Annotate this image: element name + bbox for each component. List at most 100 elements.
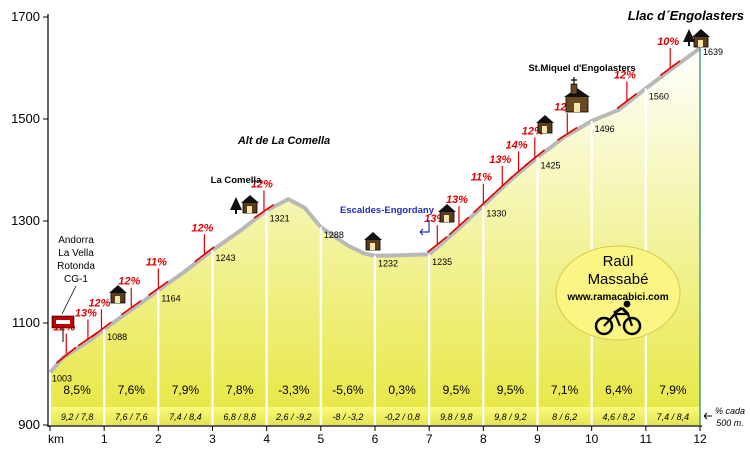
house-door bbox=[115, 296, 120, 303]
cyclist-front-wheel bbox=[622, 316, 642, 336]
km-gradient-label: 9,5% bbox=[443, 383, 471, 397]
half-km-gradient-label: 2,6 / -9,2 bbox=[275, 412, 312, 422]
x-tick-label: 2 bbox=[155, 432, 162, 446]
km-altitude-label: 1164 bbox=[161, 293, 180, 303]
km-gradient-label: 7,9% bbox=[659, 383, 687, 397]
st-miquel-label: St.Miquel d'Engolasters bbox=[528, 63, 635, 74]
half-km-gradient-label: 8 / 6,2 bbox=[552, 412, 577, 422]
half-km-gradient-label: 7,6 / 7,6 bbox=[115, 412, 148, 422]
half-km-note-line-2: 500 m. bbox=[716, 418, 744, 428]
steep-segment bbox=[91, 321, 112, 338]
steep-segment bbox=[194, 246, 215, 263]
house-roof bbox=[109, 285, 127, 293]
x-tick-label: 6 bbox=[372, 432, 379, 446]
alt-comella-label: Alt de La Comella bbox=[237, 135, 330, 147]
house-roof bbox=[438, 204, 456, 212]
half-km-gradient-label: 9,2 / 7,8 bbox=[61, 412, 94, 422]
tree-crown bbox=[230, 197, 242, 210]
y-tick-label: 900 bbox=[18, 417, 40, 432]
km-gradient-label: 7,9% bbox=[172, 383, 200, 397]
roundabout-inner bbox=[56, 320, 70, 324]
steep-segment bbox=[524, 149, 546, 167]
cyclist-head bbox=[623, 300, 631, 308]
steep-label: 14% bbox=[506, 139, 528, 151]
steep-segment bbox=[253, 203, 275, 219]
house-icon bbox=[692, 29, 710, 48]
house-roof bbox=[364, 232, 382, 240]
cyclist-rear-wheel bbox=[594, 316, 614, 336]
escaldes-arrow-icon bbox=[419, 220, 430, 236]
x-tick-label: 1 bbox=[101, 432, 108, 446]
x-axis-label: km bbox=[48, 432, 64, 446]
tree-icon bbox=[230, 197, 242, 214]
house-door bbox=[370, 243, 375, 250]
km-altitude-label: 1088 bbox=[107, 332, 127, 342]
km-altitude-label: 1321 bbox=[270, 213, 290, 223]
y-tick-label: 1300 bbox=[11, 213, 40, 228]
x-tick-label: 12 bbox=[693, 432, 707, 446]
steep-label: 12% bbox=[191, 222, 213, 234]
church-door bbox=[574, 103, 580, 112]
km-altitude-label: 1560 bbox=[649, 91, 669, 101]
km-altitude-label: 1232 bbox=[378, 259, 398, 269]
steep-segment bbox=[659, 60, 681, 77]
steep-label: 13% bbox=[75, 308, 97, 320]
steep-label: 12% bbox=[251, 178, 273, 190]
steep-label: 12% bbox=[88, 297, 110, 309]
roundabout-icon bbox=[51, 315, 75, 342]
steep-label: 11% bbox=[471, 172, 492, 184]
andorra-label-line: La Vella bbox=[58, 248, 94, 259]
km-altitude-label: 1496 bbox=[595, 124, 615, 134]
andorra-label-line: Andorra bbox=[58, 235, 94, 246]
credit-badge bbox=[555, 245, 681, 341]
x-tick-label: 9 bbox=[534, 432, 541, 446]
house-icon bbox=[241, 195, 259, 214]
house-icon bbox=[438, 204, 456, 223]
andorra-label-line: Rotonda bbox=[57, 261, 95, 272]
church-icon bbox=[564, 77, 590, 113]
steep-segment bbox=[55, 346, 77, 364]
km-altitude-label: 1425 bbox=[541, 160, 561, 170]
profile-outline bbox=[48, 46, 702, 374]
half-km-gradient-label: 7,4 / 8,4 bbox=[169, 412, 202, 422]
church-tower bbox=[570, 83, 578, 95]
km-gradient-label: 6,4% bbox=[605, 383, 633, 397]
x-tick-label: 11 bbox=[640, 432, 653, 446]
house-door bbox=[698, 40, 703, 47]
cyclist-icon bbox=[594, 300, 642, 336]
steep-label: 13% bbox=[489, 154, 511, 166]
km-gradient-label: 9,5% bbox=[497, 383, 525, 397]
steep-label: 11% bbox=[146, 256, 167, 268]
house-door bbox=[247, 206, 252, 213]
x-tick-label: 8 bbox=[480, 432, 487, 446]
x-tick-label: 10 bbox=[585, 432, 599, 446]
steep-segment bbox=[557, 126, 578, 141]
half-km-gradient-label: 4,6 / 8,2 bbox=[602, 412, 635, 422]
y-tick-label: 1100 bbox=[12, 315, 40, 330]
tree-crown bbox=[683, 29, 695, 42]
credit-surname: Massabé bbox=[588, 271, 649, 288]
km-gradient-label: 7,8% bbox=[226, 383, 254, 397]
escaldes-label: Escaldes-Engordany bbox=[340, 205, 435, 216]
km-altitude-label: 1639 bbox=[703, 47, 723, 57]
km-altitude-label: 1330 bbox=[486, 209, 506, 219]
house-roof bbox=[241, 195, 259, 203]
y-tick-label: 1700 bbox=[11, 9, 40, 24]
x-tick-label: 4 bbox=[263, 432, 270, 446]
km-gradient-label: 7,6% bbox=[118, 383, 146, 397]
km-gradient-label: 7,1% bbox=[551, 383, 579, 397]
x-tick-label: 5 bbox=[317, 432, 324, 446]
tree-trunk bbox=[235, 210, 237, 214]
chart-title: Llac d´Engolasters bbox=[628, 8, 744, 23]
steep-segment bbox=[491, 176, 513, 196]
cyclist-body bbox=[613, 306, 630, 316]
km-gradient-label: -3,3% bbox=[278, 383, 310, 397]
x-tick-label: 7 bbox=[426, 432, 433, 446]
tree-trunk bbox=[688, 42, 690, 46]
steep-segment bbox=[508, 162, 529, 181]
half-km-gradient-label: 7,4 / 8,4 bbox=[657, 412, 690, 422]
house-icon bbox=[364, 232, 382, 251]
arrow-icon bbox=[703, 412, 712, 420]
x-tick-label: 3 bbox=[209, 432, 216, 446]
house-icon bbox=[109, 285, 127, 304]
